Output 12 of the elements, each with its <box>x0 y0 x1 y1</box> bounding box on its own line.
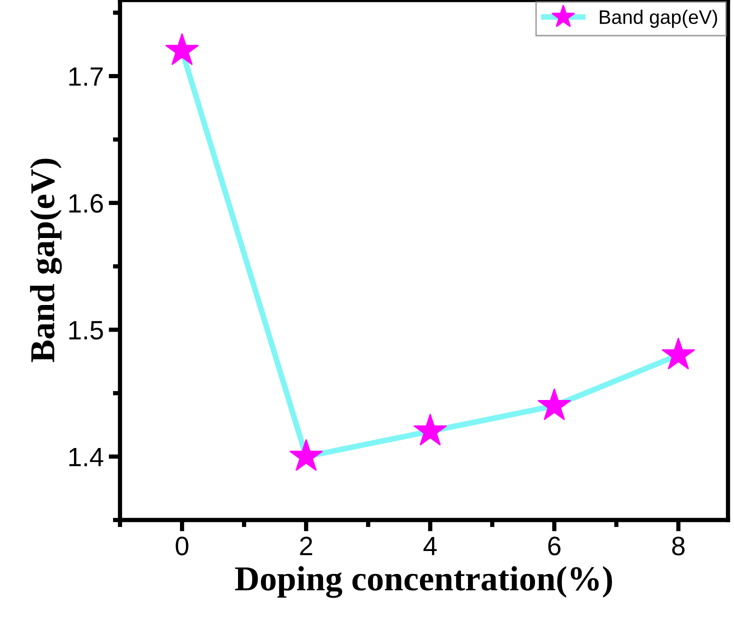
x-axis-title: Doping concentration(%) <box>235 566 612 598</box>
y-tick-label: 1.7 <box>69 68 103 86</box>
legend-label: Band gap(eV) <box>600 10 718 28</box>
x-tick-label: 8 <box>672 536 685 556</box>
x-tick-label: 2 <box>300 536 312 556</box>
y-tick-label: 1.4 <box>69 448 104 466</box>
y-tick-label: 1.6 <box>69 194 103 213</box>
y-axis-title: Band gap(eV) <box>30 158 62 362</box>
x-tick-label: 6 <box>548 536 560 556</box>
x-tick-label: 0 <box>176 536 188 556</box>
x-tick-label: 4 <box>423 536 437 556</box>
y-tick-label: 1.5 <box>69 321 103 340</box>
